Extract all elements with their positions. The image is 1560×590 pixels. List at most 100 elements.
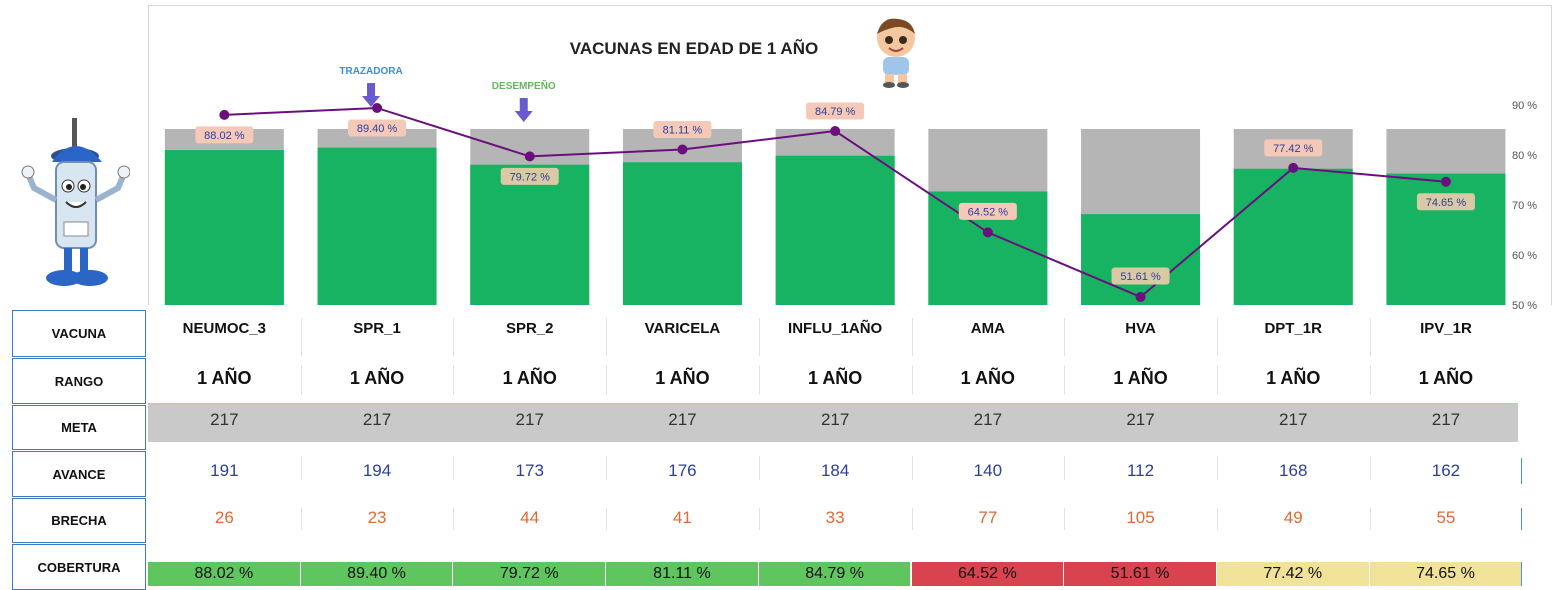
data-label: 89.40 % (357, 123, 398, 135)
column-separator (758, 508, 760, 530)
column-separator (300, 365, 302, 395)
chart-panel (148, 5, 1552, 305)
avance-bar (622, 162, 742, 305)
avance-cell: 184 (820, 461, 850, 480)
rango-cell: 1 AÑO (349, 367, 405, 388)
vacuna-cell: NEUMOC_3 (182, 319, 267, 337)
brecha-cell: 41 (672, 508, 692, 527)
cobertura-cell: 74.65 % (1369, 562, 1523, 586)
column-separator (453, 456, 455, 480)
vacuna-cell: HVA (1125, 319, 1156, 337)
axis-tick-label: 70 % (1512, 200, 1537, 212)
meta-cell: 217 (820, 410, 850, 429)
brecha-cell: 105 (1126, 508, 1155, 527)
column-separator (1064, 456, 1066, 480)
axis-tick-label: 60 % (1512, 250, 1537, 262)
coverage-point (830, 126, 841, 137)
row-label: COBERTURA (12, 544, 146, 590)
avance-cell: 176 (668, 461, 697, 480)
column-separator (911, 456, 913, 480)
column-separator (911, 318, 913, 356)
column-separator (606, 456, 608, 480)
column-separator (300, 508, 302, 530)
column-separator (453, 318, 455, 356)
row-label: BRECHA (12, 498, 146, 543)
vacuna-cell: DPT_1R (1264, 319, 1322, 337)
avance-cell: 112 (1126, 461, 1155, 480)
row-label: RANGO (12, 358, 146, 404)
column-separator (453, 365, 455, 395)
data-label-box (1416, 193, 1475, 211)
baby-icon (877, 18, 915, 88)
avance-cell: 194 (362, 461, 392, 480)
axis-tick-label: 90 % (1512, 100, 1537, 112)
column-separator (911, 508, 913, 530)
column-separator (453, 508, 455, 530)
brecha-cell: 44 (520, 508, 540, 527)
vacuna-cell: VARICELA (644, 319, 721, 337)
vacuna-cell: SPR_2 (505, 319, 554, 337)
axis-tick-label: 50 % (1512, 300, 1537, 312)
column-separator (1369, 365, 1371, 395)
coverage-point (372, 103, 383, 113)
vacuna-cell: IPV_1R (1420, 319, 1472, 337)
avance-bar (164, 150, 284, 305)
column-separator (758, 318, 760, 356)
column-separator (758, 365, 760, 395)
data-label: 84.79 % (815, 106, 856, 118)
brecha-cell: 77 (978, 508, 998, 527)
column-separator (1216, 456, 1218, 480)
brecha-cell: 49 (1283, 508, 1303, 527)
cobertura-cell: 79.72 % (453, 562, 607, 586)
chart-title: VACUNAS EN EDAD DE 1 AÑO (570, 38, 818, 58)
coverage-point (524, 151, 535, 162)
rango-cell: 1 AÑO (960, 367, 1016, 388)
meta-cell: 217 (362, 410, 392, 429)
cobertura-cell: 81.11 % (606, 562, 759, 586)
meta-cell: 217 (1126, 410, 1155, 429)
column-separator (300, 318, 302, 356)
avance-bar (1233, 168, 1353, 305)
row-end-mark (1521, 562, 1522, 586)
brecha-cell: 33 (825, 508, 845, 527)
column-separator (606, 318, 608, 356)
data-label-box (195, 126, 254, 144)
data-label: 77.42 % (1273, 143, 1314, 155)
meta-divider (148, 403, 1518, 404)
data-label: 64.52 % (968, 206, 1009, 218)
data-label-box (1264, 139, 1323, 157)
avance-bar (470, 164, 590, 305)
coverage-point (219, 109, 230, 120)
column-separator (1369, 318, 1371, 356)
column-separator (1216, 365, 1218, 395)
meta-cell: 217 (973, 410, 1003, 429)
avance-bar (775, 155, 895, 305)
coverage-point (982, 227, 993, 238)
column-separator (1216, 318, 1218, 356)
row-label: AVANCE (12, 451, 146, 497)
rango-cell: 1 AÑO (655, 367, 710, 388)
cobertura-cell: 77.42 % (1216, 562, 1370, 586)
brecha-cell: 55 (1436, 508, 1456, 527)
data-label: 79.72 % (510, 171, 551, 183)
rango-cell: 1 AÑO (1266, 367, 1321, 388)
coverage-point (1440, 176, 1451, 187)
coverage-chart: VACUNAS EN EDAD DE 1 AÑO 50 % 60 % 70 % 80 … (164, 38, 1537, 312)
avance-bar (317, 147, 437, 305)
data-label-box (806, 102, 865, 120)
cobertura-cell: 88.02 % (148, 562, 301, 586)
meta-cell: 217 (668, 410, 697, 429)
vacuna-cell: SPR_1 (353, 319, 401, 337)
column-separator (300, 456, 302, 480)
data-label: 88.02 % (204, 130, 245, 142)
rango-cell: 1 AÑO (1418, 367, 1474, 388)
vacuna-cell: INFLU_1AÑO (788, 319, 883, 337)
column-separator (1369, 508, 1371, 530)
annotation-label: TRAZADORA (339, 66, 402, 77)
column-separator (606, 508, 608, 530)
column-separator (1064, 365, 1066, 395)
data-label-box (500, 167, 559, 185)
avance-cell: 140 (973, 461, 1003, 480)
rango-cell: 1 AÑO (1113, 367, 1168, 388)
brecha-cell: 23 (367, 508, 387, 527)
